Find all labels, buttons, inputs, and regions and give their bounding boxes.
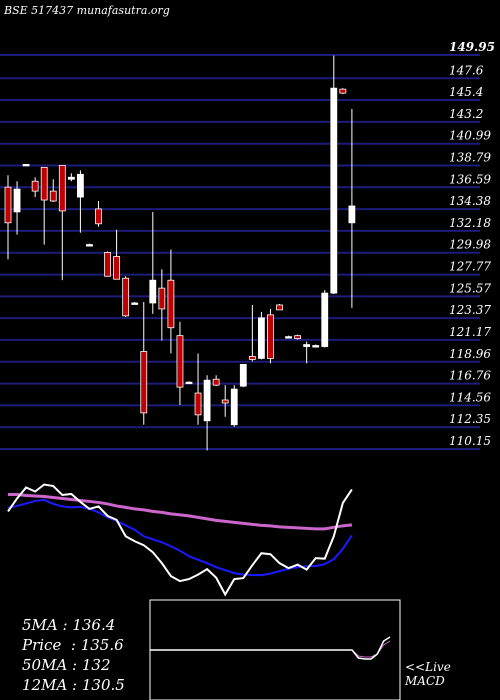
stat-12ma-value: 130.5 — [81, 676, 125, 694]
candle-body — [267, 314, 274, 359]
stat-12ma: 12MA : 130.5 — [22, 676, 125, 694]
candle-body — [4, 186, 12, 224]
ma-mid-line — [7, 498, 353, 577]
price-level-label: 114.56 — [449, 390, 491, 404]
candle-body — [13, 188, 21, 213]
candle-body — [131, 302, 139, 305]
macd-panel — [150, 636, 391, 660]
stat-50ma-label: 50MA — [22, 656, 68, 674]
ma-long-line — [8, 492, 353, 531]
price-level-label: 134.38 — [449, 194, 491, 208]
candle-body — [49, 190, 57, 202]
price-level-label: 136.59 — [449, 172, 491, 186]
candle-body — [185, 381, 193, 385]
price-level-label: 143.2 — [449, 107, 483, 121]
candle-body — [212, 378, 220, 386]
stat-price-value: 135.6 — [80, 636, 124, 654]
candle-body — [22, 163, 30, 167]
price-level-label: 110.15 — [449, 434, 491, 448]
price-level-label: 125.57 — [449, 281, 491, 295]
candle-body — [294, 335, 302, 340]
candle-body — [321, 292, 329, 347]
price-level-label: 132.18 — [449, 216, 491, 230]
macd-label: <<Live MACD — [405, 660, 451, 688]
candle-body — [257, 317, 265, 359]
stat-50ma-value: 132 — [81, 656, 111, 674]
price-grid — [0, 54, 480, 450]
candle-body — [113, 256, 120, 280]
price-level-label: 138.79 — [449, 150, 491, 164]
candle-body — [58, 164, 66, 212]
price-level-label: 129.98 — [449, 238, 491, 252]
candle-body — [86, 244, 93, 247]
macd-label-name: MACD — [405, 674, 445, 688]
candle-body — [230, 388, 238, 426]
candle-body — [104, 252, 111, 277]
price-level-label: 140.99 — [449, 129, 491, 143]
stat-5ma-label: 5MA — [22, 616, 58, 634]
candle-body — [77, 173, 84, 198]
candle-body — [312, 345, 320, 348]
price-level-label: 149.95 — [449, 40, 495, 54]
price-level-label: 127.77 — [449, 260, 491, 274]
candle-body — [285, 336, 292, 339]
price-level-label: 118.96 — [449, 347, 491, 361]
stat-5ma: 5MA : 136.4 — [22, 616, 116, 634]
candle-body — [67, 176, 75, 180]
candle-body — [149, 279, 157, 304]
price-level-label: 147.6 — [449, 63, 484, 77]
price-axis-labels: 149.95 147.6 145.4 143.2 140.99 138.79 136.59 1… — [449, 40, 495, 448]
candlestick-series — [4, 55, 356, 451]
candle-body — [330, 87, 338, 294]
chart-title: BSE 517437 munafasutra.org — [4, 4, 170, 17]
stat-price-label: Price — [22, 636, 62, 654]
candle-body — [194, 392, 202, 416]
price-level-label: 112.35 — [449, 412, 491, 426]
candle-body — [167, 279, 175, 329]
ma-short-line — [7, 483, 353, 597]
candle-body — [176, 335, 184, 388]
candle-body — [348, 205, 356, 224]
price-level-label: 123.37 — [449, 303, 491, 317]
price-level-label: 121.17 — [449, 325, 491, 339]
candle-body — [339, 88, 347, 94]
candle-body — [40, 166, 48, 201]
candle-body — [221, 399, 229, 404]
candle-body — [248, 356, 256, 360]
price-level-label: 116.76 — [449, 369, 491, 383]
stat-12ma-label: 12MA — [22, 676, 68, 694]
macd-line — [150, 636, 391, 660]
macd-label-live: <<Live — [405, 660, 451, 674]
candle-body — [158, 287, 166, 310]
stat-50ma: 50MA : 132 — [22, 656, 111, 674]
candle-body — [95, 208, 102, 225]
stat-5ma-value: 136.4 — [72, 616, 116, 634]
candle-body — [276, 304, 283, 311]
candle-body — [239, 363, 247, 387]
candle-body — [122, 277, 130, 317]
stat-price: Price : 135.6 — [22, 636, 124, 654]
moving-average-lines — [7, 483, 353, 597]
candle-body — [31, 180, 39, 192]
candle-body — [303, 344, 311, 347]
price-level-label: 145.4 — [449, 85, 483, 99]
candle-body — [140, 351, 148, 414]
candle-body — [203, 379, 211, 422]
